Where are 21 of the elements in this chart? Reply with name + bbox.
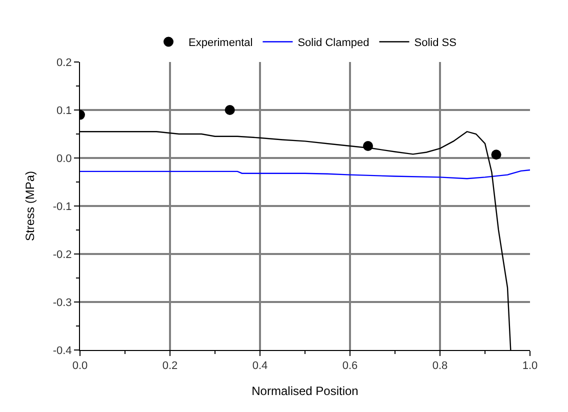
legend-label: Solid SS: [414, 37, 456, 50]
x-tick-label: 0.4: [252, 360, 268, 372]
y-axis-title: Stress (MPa): [23, 170, 38, 242]
point: [491, 150, 502, 160]
x-tick-label: 0.2: [162, 360, 178, 372]
y-tick-label: -0.1: [52, 200, 72, 213]
x-tick-label: 0.6: [342, 360, 358, 372]
y-tick-label: -0.2: [52, 248, 72, 261]
y-tick-label: -0.4: [52, 344, 72, 357]
y-tick-label: -0.3: [52, 296, 72, 309]
x-tick-label: 1.0: [522, 360, 538, 372]
x-tick-label: 0.0: [72, 360, 88, 372]
y-tick-label: 0.2: [56, 56, 72, 69]
legend-label: Experimental: [188, 37, 253, 50]
x-tick-label: 0.8: [432, 360, 448, 372]
x-axis-title: Normalised Position: [252, 384, 358, 398]
y-tick-label: 0.0: [56, 152, 72, 165]
line-series: [80, 169, 530, 180]
y-tick-label: 0.1: [56, 104, 72, 117]
point: [224, 105, 235, 115]
legend-label: Solid Clamped: [298, 37, 370, 50]
